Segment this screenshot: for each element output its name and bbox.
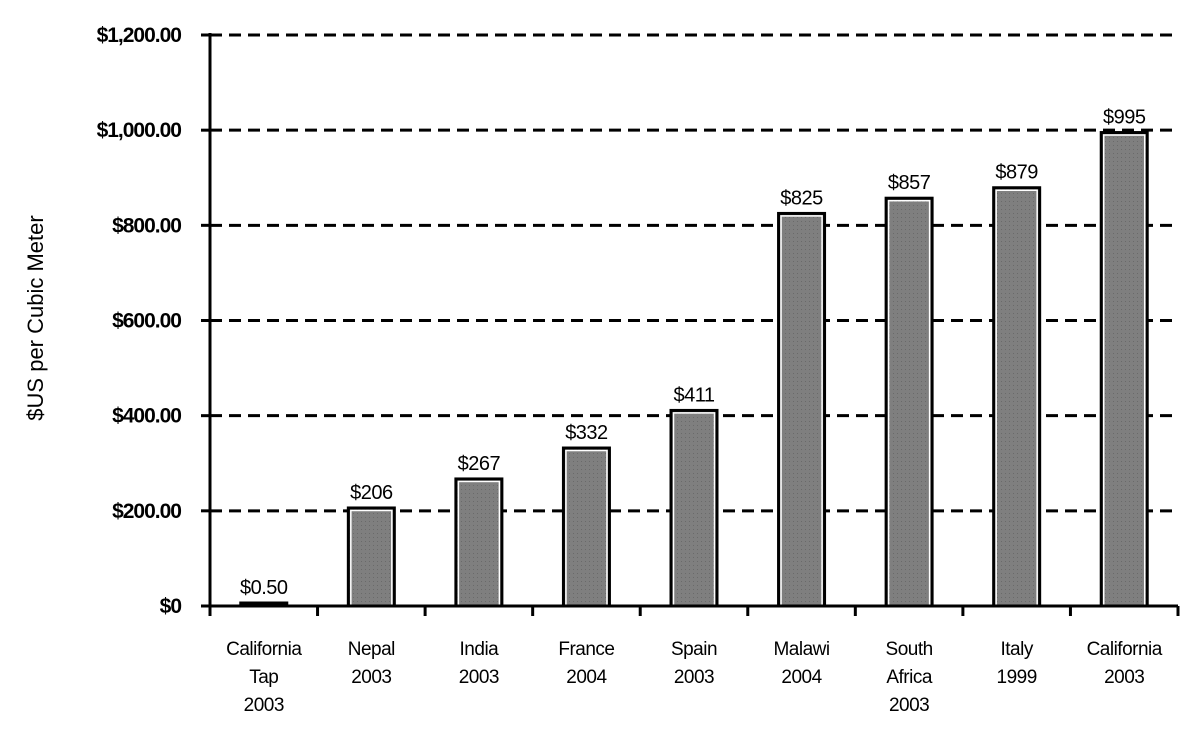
x-tick-label: California Tap 2003 [226,639,302,716]
bars [239,131,1149,608]
data-label: $332 [565,422,608,444]
y-tick-labels: $0 $200.00 $400.00 $600.00 $800.00 $1,000.00 $… [97,24,183,618]
y-tick-label: $200.00 [112,500,181,523]
x-tick-label: South Africa 2003 [886,639,933,716]
y-tick-label: $800.00 [112,214,181,237]
x-tick-label: India 2003 [459,639,499,688]
data-label: $411 [673,384,714,406]
data-label: $206 [350,482,393,504]
axes [201,33,1180,616]
x-tick-label: Spain 2003 [671,639,717,688]
y-tick-label: $1,200.00 [97,24,182,47]
y-axis-title: $US per Cubic Meter [23,215,48,420]
data-label: $857 [888,172,931,194]
data-labels: $0.50 $206 $267 $332 $411 $825 $857 $879 $995 [240,107,1146,599]
bar [1099,131,1149,608]
data-label: $995 [1103,107,1146,129]
y-tick-label: $0 [160,595,182,618]
bar [454,477,504,608]
y-tick-label: $1,000.00 [97,119,182,142]
y-tick-label: $600.00 [112,310,181,333]
data-label: $0.50 [240,577,288,599]
bar [992,186,1042,608]
data-label: $825 [780,187,823,209]
bar [884,196,934,608]
x-tick-label: Malawi 2004 [773,639,829,688]
bar [561,446,611,608]
x-tick-label: Nepal 2003 [348,639,395,688]
bar [669,408,719,608]
y-tick-label: $400.00 [112,405,181,428]
x-tick-label: Italy 1999 [997,639,1037,688]
data-label: $267 [458,453,501,475]
bar [777,211,827,608]
x-tick-label: France 2004 [558,639,614,688]
x-tick-label: California 2003 [1087,639,1163,688]
data-label: $879 [995,162,1038,184]
bar [346,506,396,608]
x-tick-labels: California Tap 2003 Nepal 2003 India 2003 Franc… [226,639,1163,716]
